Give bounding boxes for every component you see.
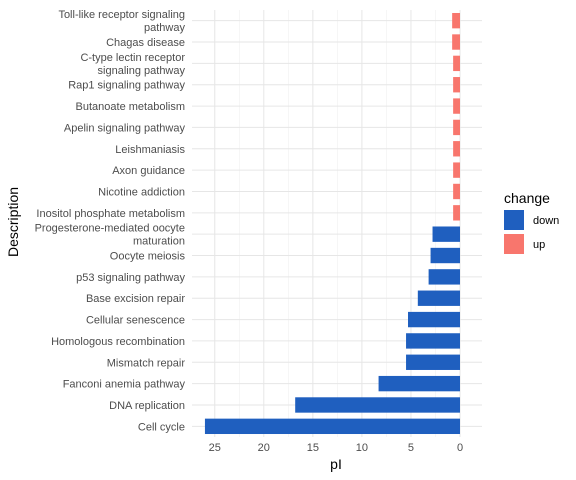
bar-down: [430, 247, 460, 264]
y-tick-label: Rap1 signaling pathway: [68, 80, 185, 92]
y-axis-title: Description: [5, 187, 21, 257]
y-tick-label: Fanconi anemia pathway: [63, 379, 186, 391]
legend-label: down: [533, 215, 559, 227]
x-tick-label: 15: [307, 442, 319, 454]
bar-up: [453, 141, 460, 157]
x-tick-label: 5: [408, 442, 414, 454]
minor-gridlines: [238, 10, 436, 437]
bar-down: [406, 333, 460, 349]
y-tick-label: Oocyte meiosis: [110, 251, 186, 263]
bar-down: [408, 311, 460, 328]
bar-down: [295, 397, 460, 413]
bars: [204, 12, 460, 435]
bar-up: [452, 34, 460, 50]
x-tick-label: 20: [258, 442, 270, 454]
y-tick-label: Homologous recombination: [51, 336, 185, 348]
y-tick-label: Nicotine addiction: [98, 186, 185, 198]
legend: change down up: [504, 190, 559, 254]
bar-down: [417, 290, 460, 306]
x-axis-title: pI: [330, 456, 342, 472]
y-tick-label: Axon guidance: [112, 165, 185, 177]
y-tick-label: Apelin signaling pathway: [64, 122, 186, 134]
legend-title: change: [504, 190, 550, 206]
legend-label: up: [533, 239, 545, 251]
bar-up: [453, 98, 460, 114]
y-tick-label: Progesterone-mediated oocyte maturation: [35, 223, 185, 248]
y-tick-label: Base excision repair: [86, 293, 185, 305]
y-tick-label: DNA replication: [109, 400, 185, 412]
bar-up: [452, 12, 460, 29]
y-tick-label: Cellular senescence: [86, 315, 185, 327]
bar-down: [378, 375, 460, 392]
y-tick-label: Inositol phosphate metabolism: [36, 208, 185, 220]
major-gridlines: [192, 10, 482, 437]
y-axis-tick-labels: Cell cycle DNA replication Fanconi anemia …: [35, 9, 186, 433]
y-tick-label: Chagas disease: [106, 37, 185, 49]
x-tick-label: 0: [457, 442, 463, 454]
y-tick-label: Toll-like receptor signaling pathway: [58, 9, 185, 34]
bar-up: [453, 183, 460, 200]
legend-key-down: [504, 210, 524, 230]
bar-up: [453, 205, 460, 221]
y-tick-label: Cell cycle: [138, 421, 185, 433]
legend-key-up: [504, 234, 524, 254]
y-tick-label: Leishmaniasis: [115, 144, 185, 156]
bar-down: [406, 354, 460, 370]
bar-up: [453, 55, 460, 72]
y-tick-label: C-type lectin receptor signaling pathway: [80, 52, 185, 77]
bar-down: [428, 269, 460, 285]
bar-up: [453, 162, 460, 178]
bar-down: [204, 418, 460, 435]
y-tick-label: Mismatch repair: [107, 357, 186, 369]
x-tick-label: 10: [356, 442, 368, 454]
bar-up: [453, 119, 460, 136]
y-tick-label: Butanoate metabolism: [76, 101, 185, 113]
bar-down: [432, 226, 460, 242]
x-tick-label: 25: [209, 442, 221, 454]
bar-up: [453, 77, 460, 93]
y-tick-label: p53 signaling pathway: [76, 272, 185, 284]
x-axis-tick-labels: 25 20 15 10 5 0: [209, 442, 463, 454]
